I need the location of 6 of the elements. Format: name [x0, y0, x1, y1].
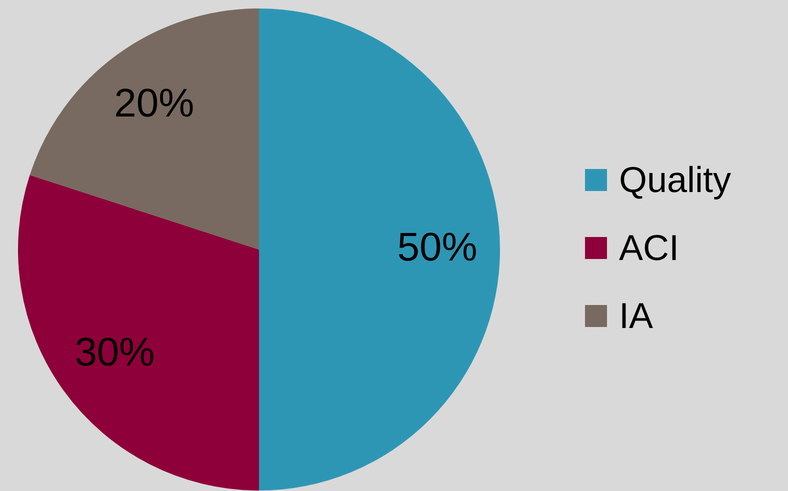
- data-label: 50%: [397, 226, 478, 270]
- data-label: 30%: [74, 330, 155, 374]
- data-label: 20%: [114, 81, 194, 126]
- legend-label: Quality: [619, 159, 732, 201]
- legend-label: IA: [619, 295, 654, 337]
- legend-label: ACI: [619, 227, 680, 269]
